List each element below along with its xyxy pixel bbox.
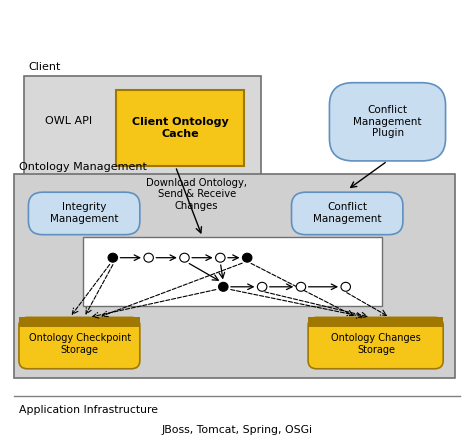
Circle shape [296, 283, 306, 291]
FancyBboxPatch shape [83, 237, 382, 306]
Text: Integrity
Management: Integrity Management [50, 202, 119, 224]
Text: Ontology Changes
Storage: Ontology Changes Storage [331, 333, 421, 355]
FancyBboxPatch shape [292, 192, 403, 235]
FancyBboxPatch shape [308, 317, 443, 369]
Text: Download Ontology,
Send & Receive
Changes: Download Ontology, Send & Receive Change… [146, 178, 247, 211]
Circle shape [219, 283, 228, 291]
FancyBboxPatch shape [329, 83, 446, 161]
Text: OWL API: OWL API [45, 116, 92, 126]
Circle shape [180, 253, 189, 262]
Circle shape [108, 253, 118, 262]
Circle shape [216, 253, 225, 262]
Circle shape [144, 253, 154, 262]
FancyBboxPatch shape [116, 90, 244, 166]
Circle shape [257, 283, 267, 291]
FancyBboxPatch shape [19, 317, 140, 369]
Text: Ontology Checkpoint
Storage: Ontology Checkpoint Storage [28, 333, 131, 355]
Circle shape [341, 283, 350, 291]
FancyBboxPatch shape [308, 317, 443, 327]
Text: Conflict
Management: Conflict Management [313, 202, 382, 224]
Text: Application Infrastructure: Application Infrastructure [19, 405, 158, 415]
Text: Client: Client [28, 62, 61, 72]
FancyBboxPatch shape [28, 192, 140, 235]
FancyBboxPatch shape [14, 174, 455, 378]
Text: JBoss, Tomcat, Spring, OSGi: JBoss, Tomcat, Spring, OSGi [162, 425, 312, 435]
Text: Conflict
Management
Plugin: Conflict Management Plugin [354, 105, 422, 138]
Text: Ontology Management: Ontology Management [19, 162, 147, 172]
FancyBboxPatch shape [24, 76, 261, 181]
FancyBboxPatch shape [19, 317, 140, 327]
Circle shape [242, 253, 252, 262]
Text: Client Ontology
Cache: Client Ontology Cache [132, 118, 228, 139]
